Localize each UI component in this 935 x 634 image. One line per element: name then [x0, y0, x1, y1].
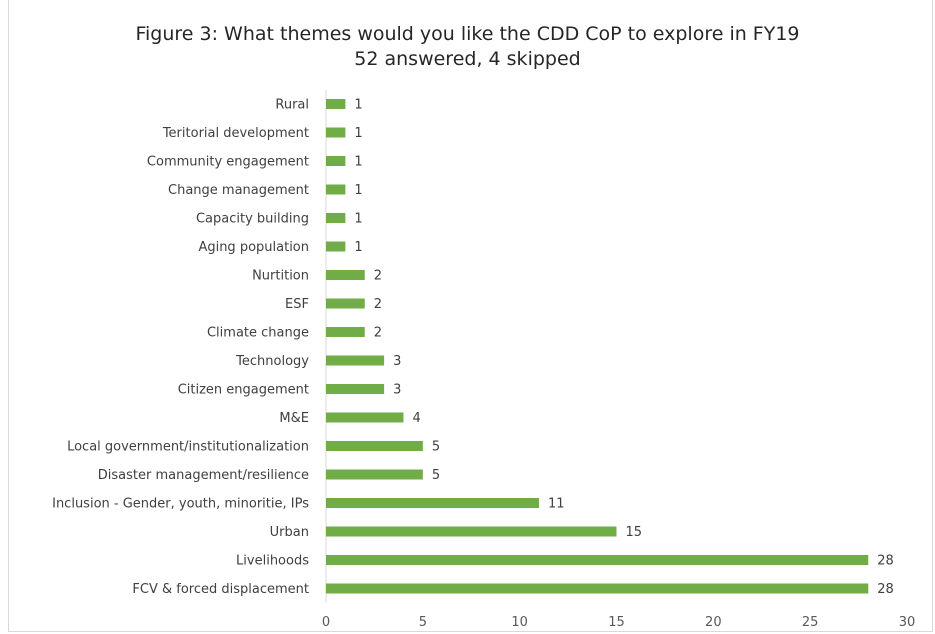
chart-title: Figure 3: What themes would you like the…: [0, 22, 935, 72]
bar: [326, 213, 346, 223]
x-tick-label: 30: [899, 615, 916, 630]
bar: [326, 270, 365, 280]
data-label: 5: [432, 468, 440, 483]
x-tick-label: 5: [419, 615, 427, 630]
category-label: Citizen engagement: [178, 383, 309, 398]
bar: [326, 583, 869, 594]
data-label: 1: [354, 183, 362, 198]
data-label: 1: [354, 98, 362, 113]
data-label: 2: [374, 326, 382, 341]
bars: [326, 99, 869, 594]
bar: [326, 156, 346, 166]
category-label: Livelihoods: [236, 554, 309, 569]
data-label: 15: [626, 525, 643, 540]
bar: [326, 99, 346, 109]
category-label: Disaster management/resilience: [98, 468, 309, 483]
x-tick-label: 15: [608, 615, 625, 630]
bar: [326, 526, 617, 537]
category-label: Rural: [275, 98, 309, 113]
x-tick-label: 25: [802, 615, 819, 630]
chart-subtitle: 52 answered, 4 skipped: [354, 48, 581, 70]
category-label: Urban: [270, 525, 309, 540]
category-labels: Rural Teritorial development Community eng…: [52, 98, 309, 598]
category-label: Nurtition: [252, 269, 309, 284]
data-label: 28: [877, 554, 894, 569]
data-label: 5: [432, 440, 440, 455]
bar: [326, 498, 540, 508]
data-label: 1: [354, 240, 362, 255]
category-label: Technology: [235, 354, 309, 369]
category-label: Inclusion - Gender, youth, minoritie, IP…: [52, 497, 309, 512]
category-label: Local government/institutionalization: [67, 440, 309, 455]
chart-title-line: Figure 3: What themes would you like the…: [135, 23, 800, 45]
category-label: FCV & forced displacement: [132, 582, 309, 597]
data-label: 1: [354, 126, 362, 141]
data-label: 2: [374, 297, 382, 312]
category-label: Teritorial development: [162, 126, 309, 141]
bar: [326, 355, 385, 366]
category-label: ESF: [285, 297, 309, 312]
bar: [326, 127, 346, 138]
data-label: 4: [412, 411, 420, 426]
data-label: 3: [393, 383, 401, 398]
bar: [326, 184, 346, 195]
data-label: 1: [354, 155, 362, 170]
data-label: 1: [354, 212, 362, 227]
data-label: 11: [548, 497, 565, 512]
data-label: 3: [393, 354, 401, 369]
bar: [326, 241, 346, 252]
x-tick-label: 10: [511, 615, 528, 630]
x-tick-label: 0: [322, 615, 330, 630]
bar: [326, 327, 365, 337]
data-label: 2: [374, 269, 382, 284]
bar: [326, 298, 365, 309]
data-label: 28: [877, 582, 894, 597]
category-label: Aging population: [198, 240, 309, 255]
category-label: Community engagement: [147, 155, 309, 170]
x-axis-ticks: 0 5 10 15 20 25 30: [322, 615, 915, 630]
category-label: Capacity building: [196, 212, 309, 227]
x-tick-label: 20: [705, 615, 722, 630]
category-label: Climate change: [207, 326, 309, 341]
category-label: M&E: [279, 411, 309, 426]
bar: [326, 555, 869, 565]
bar: [326, 441, 423, 451]
category-label: Change management: [168, 183, 309, 198]
bar: [326, 412, 404, 423]
bar: [326, 384, 385, 394]
bar: [326, 469, 423, 480]
